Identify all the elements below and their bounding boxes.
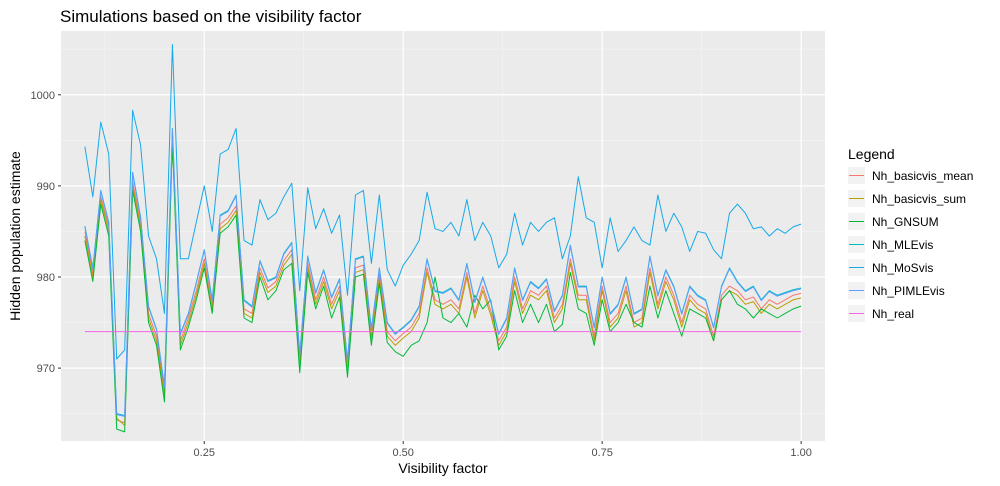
legend-label: Nh_PIMLEvis [872,284,945,298]
series-line-nh-mosvis [84,44,802,360]
legend-label: Nh_basicvis_mean [872,169,973,183]
x-tick-label: 0.75 [591,447,612,459]
legend-label: Nh_MLEvis [872,238,933,252]
series-line-nh-basicvis-mean [84,135,802,424]
x-tick-label: 0.25 [194,447,215,459]
major-gridlines [61,31,825,441]
legend-label: Nh_basicvis_sum [872,192,966,206]
series-line-nh-gnsum [84,141,802,433]
y-axis-title: Hidden population estimate [7,151,23,321]
x-axis-title: Visibility factor [398,460,488,476]
legend: Legend Nh_basicvis_mean Nh_basicvis_sum Nh… [848,146,973,322]
legend-label: Nh_real [872,307,914,321]
legend-title: Legend [848,146,895,162]
y-axis-ticks: 970 980 990 1000 [31,90,61,375]
x-axis-ticks: 0.25 0.50 0.75 1.00 [194,441,812,459]
y-tick-label: 990 [37,181,55,193]
chart-title: Simulations based on the visibility fact… [60,7,362,26]
series-line-nh-pimlevis [84,128,802,417]
x-tick-label: 1.00 [790,447,811,459]
y-tick-label: 1000 [31,90,55,102]
series-lines [84,44,802,433]
legend-label: Nh_GNSUM [872,215,939,229]
y-tick-label: 970 [37,363,55,375]
x-tick-label: 0.50 [392,447,413,459]
plot-panel [61,31,825,441]
y-tick-label: 980 [37,272,55,284]
legend-label: Nh_MoSvis [872,261,933,275]
series-line-nh-basicvis-sum [84,139,802,427]
